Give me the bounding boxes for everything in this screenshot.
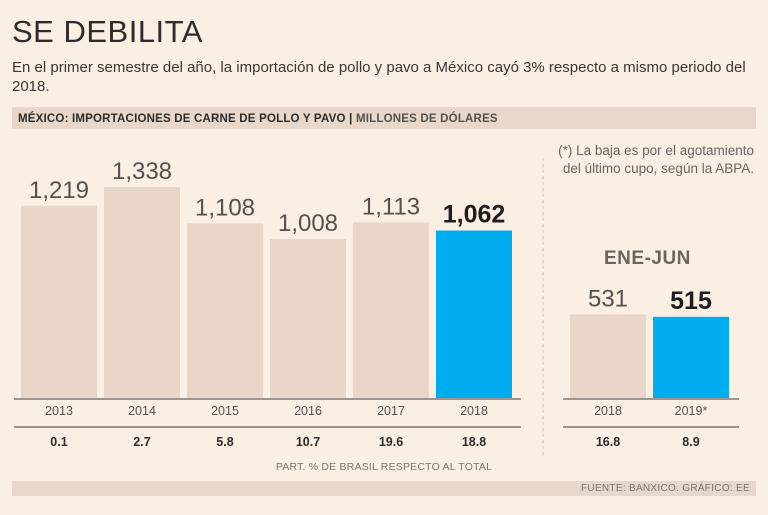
bar-semester-1 [570, 314, 646, 398]
share-value-annual-5: 19.6 [379, 435, 403, 449]
share-value-annual-6: 18.8 [462, 435, 486, 449]
section-header-bar: MÉXICO: IMPORTACIONES DE CARNE DE POLLO … [12, 107, 756, 129]
bar-annual-2 [104, 187, 180, 398]
value-label-annual-1: 1,219 [29, 177, 89, 204]
bar-annual-3 [187, 223, 263, 398]
bar-annual-4 [270, 239, 346, 398]
share-value-semester-1: 16.8 [596, 435, 620, 449]
headline: SE DEBILITA [12, 14, 203, 49]
footer-bar: FUENTE: BANXICO. GRÁFICO: EE [12, 481, 756, 496]
value-label-annual-3: 1,108 [195, 194, 255, 221]
section-header: MÉXICO: IMPORTACIONES DE CARNE DE POLLO … [18, 111, 498, 125]
bar-annual-5 [353, 222, 429, 398]
value-label-annual-5: 1,113 [362, 193, 420, 220]
category-label-annual-3: 2015 [211, 404, 239, 418]
section-unit: MILLONES DE DÓLARES [356, 113, 498, 125]
share-value-annual-1: 0.1 [50, 435, 67, 449]
value-label-annual-6: 1,062 [443, 201, 506, 229]
category-label-annual-2: 2014 [128, 404, 156, 418]
period-label: ENE-JUN [604, 248, 691, 269]
bar-annual-1 [21, 205, 97, 398]
subtitle: En el primer semestre del año, la import… [12, 59, 746, 95]
category-label-annual-6: 2018 [460, 404, 488, 418]
value-label-semester-2: 515 [670, 287, 712, 315]
footnote: (*) La baja es por el agotamiento del úl… [558, 143, 754, 176]
category-label-annual-5: 2017 [377, 404, 405, 418]
source-credit: FUENTE: BANXICO. GRÁFICO: EE [581, 483, 750, 494]
share-value-annual-2: 2.7 [133, 435, 150, 449]
bar-annual-6 [436, 230, 512, 398]
section-title: MÉXICO: IMPORTACIONES DE CARNE DE POLLO … [18, 113, 346, 125]
share-value-annual-3: 5.8 [216, 435, 233, 449]
category-label-annual-4: 2016 [294, 404, 322, 418]
share-value-semester-2: 8.9 [682, 435, 699, 449]
value-label-semester-1: 531 [588, 285, 628, 312]
bar-semester-2 [653, 316, 729, 398]
share-caption: PART. % DE BRASIL RESPECTO AL TOTAL [275, 461, 493, 473]
category-label-semester-2: 2019* [675, 404, 708, 418]
category-label-annual-1: 2013 [45, 404, 73, 418]
category-label-semester-1: 2018 [594, 404, 622, 418]
value-label-annual-2: 1,338 [112, 158, 172, 185]
share-value-annual-4: 10.7 [296, 435, 320, 449]
value-label-annual-4: 1,008 [278, 210, 338, 237]
section-separator: | [349, 111, 353, 125]
